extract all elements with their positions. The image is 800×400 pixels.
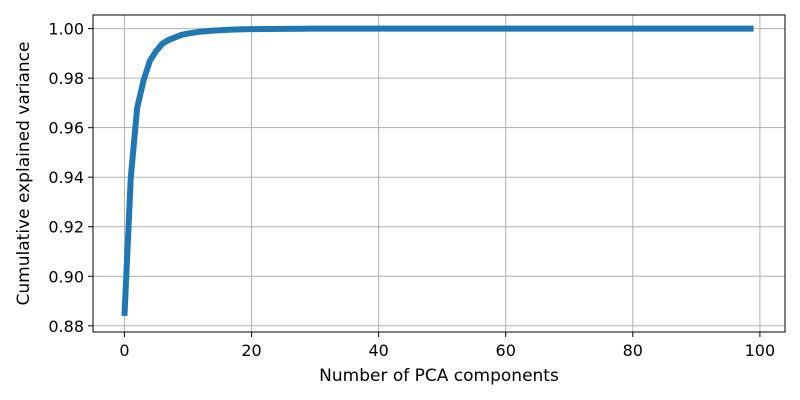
y-tick-label: 0.98 xyxy=(48,69,84,88)
y-tick-label: 0.92 xyxy=(48,218,84,237)
y-tick-label: 0.88 xyxy=(48,317,84,336)
plot-frame xyxy=(92,14,786,333)
grid xyxy=(93,15,785,332)
y-tick-label: 0.90 xyxy=(48,267,84,286)
x-tick-label: 60 xyxy=(496,341,516,360)
y-tick-label: 0.94 xyxy=(48,168,84,187)
x-axis-label: Number of PCA components xyxy=(319,366,559,386)
x-tick-label: 100 xyxy=(745,341,776,360)
ticks: 0 20 40 60 80 100 0.88 0.90 0.92 0.94 0.96 0.98 1.00 xyxy=(48,20,775,360)
x-tick-label: 0 xyxy=(119,341,129,360)
y-axis-label: Cumulative explained variance xyxy=(14,42,34,306)
y-tick-label: 1.00 xyxy=(48,20,84,39)
x-tick-label: 20 xyxy=(241,341,261,360)
x-tick-label: 40 xyxy=(368,341,388,360)
y-tick-label: 0.96 xyxy=(48,119,84,138)
series-layer xyxy=(121,25,754,317)
x-tick-label: 80 xyxy=(623,341,643,360)
series-line xyxy=(121,25,754,317)
